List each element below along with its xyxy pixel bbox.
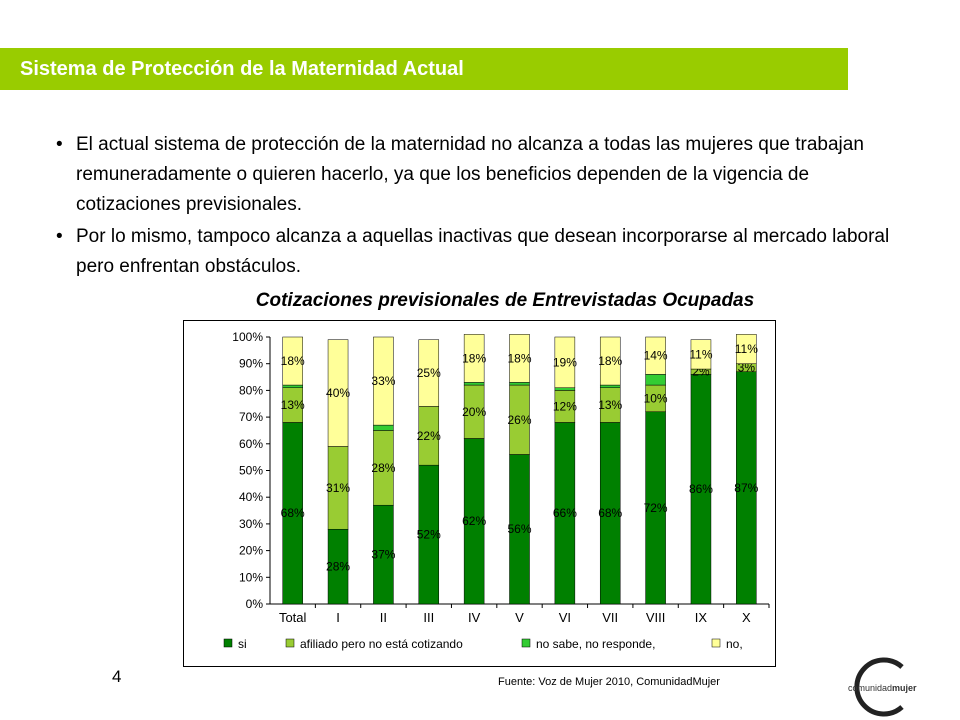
y-tick-label: 20% — [239, 544, 263, 558]
data-label: 28% — [326, 560, 350, 574]
data-label: 12% — [553, 399, 577, 413]
data-label: 11% — [689, 347, 712, 361]
bullet-item: • El actual sistema de protección de la … — [56, 130, 906, 220]
y-tick-label: 80% — [239, 383, 263, 397]
data-label: 31% — [326, 481, 350, 495]
legend-label: no sabe, no responde, — [536, 637, 655, 651]
data-label: 40% — [326, 386, 350, 400]
bar-segment — [463, 334, 485, 383]
legend-swatch — [711, 638, 721, 648]
x-tick-label: II — [380, 610, 387, 625]
bar-segment — [599, 336, 621, 386]
data-label: 87% — [734, 481, 758, 495]
svg-text:comunidadmujer: comunidadmujer — [848, 683, 917, 693]
bar-segment — [373, 336, 394, 426]
bar-segment — [509, 382, 530, 386]
bar-segment — [327, 339, 349, 447]
bar-segment — [599, 384, 621, 388]
data-label: 72% — [644, 501, 668, 515]
data-label: 18% — [281, 354, 305, 368]
data-label: 68% — [281, 506, 305, 520]
chart-container: 0% 10% 20% 30% 40% 50% 60% 70% 80% 90% 100% 68% 13% 1… — [183, 320, 776, 667]
comunidadmujer-logo: comunidadmujer — [848, 657, 917, 717]
data-label: 18% — [598, 354, 622, 368]
bullet-item: • Por lo mismo, tampoco alcanza a aquell… — [56, 222, 906, 282]
legend-label: no, — [726, 637, 743, 651]
data-label: 3% — [738, 361, 756, 375]
data-label: 10% — [644, 391, 668, 405]
data-label: 20% — [462, 405, 486, 419]
x-tick-label: VI — [559, 610, 571, 625]
bar-segment — [554, 336, 576, 388]
data-label: 13% — [598, 398, 622, 412]
bar-segment — [463, 382, 485, 386]
bar-segment — [736, 334, 757, 364]
y-tick-label: 100% — [232, 330, 263, 344]
data-label: 18% — [462, 351, 486, 365]
data-label: 37% — [371, 548, 395, 562]
stacked-bar-chart: 0% 10% 20% 30% 40% 50% 60% 70% 80% 90% 100% 68% 13% 1… — [223, 330, 770, 651]
bar-segment — [282, 336, 303, 386]
y-tick-label: 30% — [239, 517, 263, 531]
y-tick-label: 50% — [239, 464, 263, 478]
data-label: 62% — [462, 514, 486, 528]
bullet-text: Por lo mismo, tampoco alcanza a aquellas… — [76, 226, 890, 277]
y-tick-label: 60% — [239, 437, 263, 451]
data-label: 13% — [281, 398, 305, 412]
bullet-dot: • — [56, 134, 63, 155]
legend-label: afiliado pero no está cotizando — [300, 637, 463, 651]
bar-segment — [509, 334, 530, 383]
bullet-text: El actual sistema de protección de la ma… — [76, 134, 864, 215]
data-label: 14% — [644, 349, 668, 363]
data-label: 22% — [417, 429, 441, 443]
bar-segment — [554, 387, 576, 391]
bar-segment — [418, 339, 440, 407]
data-label: 11% — [735, 342, 758, 356]
x-tick-label: X — [742, 610, 751, 625]
data-label: 19% — [553, 355, 577, 369]
bar-segment — [373, 424, 394, 431]
y-tick-label: 40% — [239, 490, 263, 504]
data-label: 18% — [507, 351, 531, 365]
data-label: 86% — [689, 482, 713, 496]
legend-label: si — [238, 637, 247, 651]
y-tick-label: 0% — [246, 597, 264, 611]
x-tick-label: V — [515, 610, 524, 625]
data-label: 68% — [598, 506, 622, 520]
data-label: 28% — [371, 461, 395, 475]
bullet-dot: • — [56, 226, 63, 247]
y-tick-label: 10% — [239, 570, 263, 584]
y-tick-label: 90% — [239, 357, 263, 371]
bullet-list: • El actual sistema de protección de la … — [56, 130, 906, 284]
source-note: Fuente: Voz de Mujer 2010, ComunidadMuje… — [498, 676, 720, 688]
page-number: 4 — [112, 667, 122, 686]
bar-segment — [690, 339, 712, 370]
x-tick-label: VIII — [646, 610, 666, 625]
chart-title: Cotizaciones previsionales de Entrevista… — [255, 290, 755, 311]
legend-swatch — [223, 638, 233, 648]
x-tick-label: I — [336, 610, 340, 625]
y-tick-label: 70% — [239, 410, 263, 424]
data-label: 33% — [371, 374, 395, 388]
x-tick-label: IV — [468, 610, 481, 625]
data-label: 56% — [507, 522, 531, 536]
data-label: 26% — [507, 413, 531, 427]
bar-segment — [645, 336, 666, 375]
x-tick-label: Total — [279, 610, 307, 625]
legend-swatch — [285, 638, 295, 648]
bar-segment — [282, 384, 303, 388]
title-bar: Sistema de Protección de la Maternidad A… — [0, 48, 848, 90]
x-tick-label: IX — [695, 610, 708, 625]
page-title: Sistema de Protección de la Maternidad A… — [20, 58, 464, 80]
data-label: 52% — [417, 528, 441, 542]
data-label: 66% — [553, 506, 577, 520]
legend-swatch — [521, 638, 531, 648]
data-label: 25% — [417, 366, 441, 380]
x-tick-label: VII — [602, 610, 618, 625]
bar-segment — [645, 374, 666, 386]
x-tick-label: III — [423, 610, 434, 625]
